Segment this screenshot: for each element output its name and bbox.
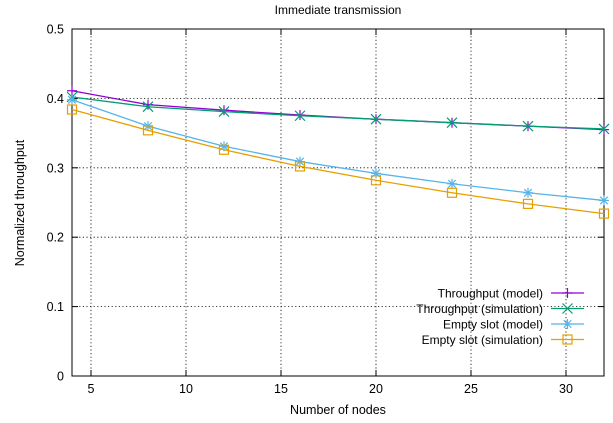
y-tick-label: 0.3 [47,161,64,175]
data-point [67,85,77,96]
data-point [143,99,153,110]
legend-item: Empty slot (simulation) [422,333,584,347]
x-axis-label: Number of nodes [290,403,386,417]
data-point [598,208,610,219]
y-tick-label: 0.4 [47,92,64,106]
x-tick-label: 25 [464,382,478,396]
data-point [294,161,306,172]
chart-title: Immediate transmission [275,3,402,17]
y-tick-label: 0.5 [47,23,64,37]
y-tick-label: 0.2 [47,231,64,245]
axis-ticks: 5 10 15 20 25 30 0 0.1 0.2 0.3 0.4 0.5 [47,23,604,396]
legend-label: Empty slot (model) [443,318,543,332]
legend-label: Throughput (simulation) [416,302,543,316]
series-line [71,96,605,130]
data-point [218,144,230,155]
data-point [447,178,457,189]
data-point [66,104,78,115]
y-tick-label: 0.1 [47,300,64,314]
legend-marker [562,288,573,298]
data-point [523,187,533,198]
x-tick-label: 5 [88,382,95,396]
data-point [522,198,534,209]
series-2 [67,94,609,206]
series-line [71,108,605,215]
data-point [219,105,229,116]
legend: Throughput (model)Throughput (simulation… [416,287,584,347]
grid-lines [72,29,604,376]
legend-label: Empty slot (simulation) [422,333,543,347]
legend-label: Throughput (model) [438,287,543,301]
data-point [371,168,381,179]
x-tick-label: 20 [369,382,383,396]
data-point [370,175,382,186]
series-3 [66,104,610,219]
data-point [446,117,458,129]
data-point [294,110,306,122]
legend-marker [562,334,573,345]
legend-marker [562,319,573,329]
legend-marker [562,303,573,314]
data-point [598,123,610,135]
legend-item: Throughput (simulation) [416,302,584,316]
data-point [522,120,534,132]
legend-item: Empty slot (model) [443,318,584,332]
data-point [67,94,77,105]
series-1 [66,91,610,135]
x-tick-label: 30 [559,382,573,396]
legend-item: Throughput (model) [438,287,584,301]
data-point [446,187,458,198]
data-point [142,125,154,136]
data-point [142,101,154,113]
series-layer [66,85,610,219]
series-line [71,99,605,202]
y-axis-label: Normalized throughput [13,139,27,266]
y-tick-label: 0 [57,370,64,384]
data-point [599,195,609,206]
data-point [218,106,230,118]
x-tick-label: 15 [274,382,288,396]
data-point [370,113,382,125]
x-tick-label: 10 [179,382,193,396]
